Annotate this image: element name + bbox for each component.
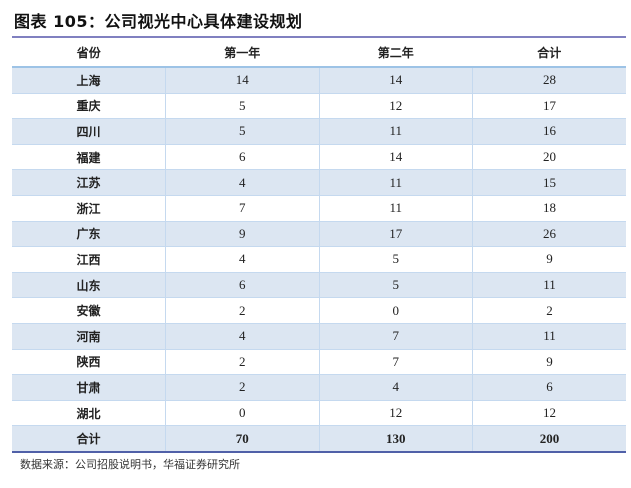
province-cell: 上海	[12, 66, 166, 94]
year2-cell: 12	[318, 399, 473, 426]
province-cell: 福建	[12, 143, 166, 170]
province-cell: 甘肃	[12, 374, 166, 401]
year2-cell: 0	[318, 297, 473, 324]
year1-cell: 6	[165, 143, 319, 170]
total-cell: 16	[472, 118, 626, 145]
header-province: 省份	[12, 38, 166, 68]
year1-cell: 5	[165, 92, 319, 119]
table-row: 重庆 5 12 17	[12, 92, 626, 119]
year1-cell: 4	[165, 169, 319, 196]
year2-cell: 11	[318, 118, 473, 145]
table-row: 山东 6 5 11	[12, 271, 626, 298]
header-year2: 第二年	[319, 38, 473, 68]
table-row: 陕西 2 7 9	[12, 348, 626, 375]
year2-cell: 11	[318, 169, 473, 196]
total-cell: 9	[472, 246, 626, 273]
year2-cell: 17	[318, 220, 473, 247]
table-row: 四川 5 11 16	[12, 118, 626, 145]
year2-cell: 7	[318, 322, 473, 350]
total-cell: 200	[472, 425, 626, 451]
province-cell: 合计	[12, 425, 166, 451]
year1-cell: 70	[165, 425, 319, 451]
province-cell: 四川	[12, 118, 166, 145]
total-cell: 9	[472, 348, 626, 375]
year1-cell: 7	[165, 194, 319, 222]
table-row: 上海 14 14 28	[12, 66, 626, 94]
table-row: 甘肃 2 4 6	[12, 374, 626, 401]
source-note: 数据来源：公司招股说明书，华福证券研究所	[20, 458, 240, 471]
province-cell: 浙江	[12, 194, 166, 222]
header-year1: 第一年	[165, 38, 319, 68]
province-cell: 广东	[12, 220, 166, 247]
province-cell: 重庆	[12, 92, 166, 119]
header-row: 省份 第一年 第二年 合计	[12, 38, 626, 68]
province-cell: 山东	[12, 271, 166, 298]
province-cell: 河南	[12, 322, 166, 350]
table-row: 江西 4 5 9	[12, 246, 626, 273]
table-row: 广东 9 17 26	[12, 220, 626, 247]
table-row: 福建 6 14 20	[12, 143, 626, 170]
year1-cell: 14	[165, 66, 319, 94]
total-cell: 17	[472, 92, 626, 119]
year2-cell: 11	[318, 194, 473, 222]
year2-cell: 4	[318, 374, 473, 401]
header-total: 合计	[472, 38, 626, 68]
total-cell: 28	[472, 66, 626, 94]
year1-cell: 4	[165, 246, 319, 273]
year2-cell: 12	[318, 92, 473, 119]
province-cell: 江苏	[12, 169, 166, 196]
table-title: 图表 105：公司视光中心具体建设规划	[14, 12, 303, 31]
total-cell: 11	[472, 322, 626, 350]
year2-cell: 5	[318, 271, 473, 298]
year1-cell: 0	[165, 399, 319, 426]
year2-cell: 14	[318, 143, 473, 170]
total-cell: 20	[472, 143, 626, 170]
table-row: 江苏 4 11 15	[12, 169, 626, 196]
year1-cell: 2	[165, 297, 319, 324]
total-row: 合计 70 130 200	[12, 425, 626, 451]
total-cell: 26	[472, 220, 626, 247]
year2-cell: 5	[318, 246, 473, 273]
table-row: 浙江 7 11 18	[12, 194, 626, 222]
year1-cell: 9	[165, 220, 319, 247]
year2-cell: 130	[318, 425, 473, 451]
total-cell: 15	[472, 169, 626, 196]
total-cell: 18	[472, 194, 626, 222]
total-cell: 6	[472, 374, 626, 401]
table-row: 河南 4 7 11	[12, 322, 626, 350]
table-row: 湖北 0 12 12	[12, 399, 626, 426]
year1-cell: 2	[165, 348, 319, 375]
year1-cell: 4	[165, 322, 319, 350]
total-cell: 2	[472, 297, 626, 324]
total-cell: 12	[472, 399, 626, 426]
province-cell: 江西	[12, 246, 166, 273]
province-cell: 安徽	[12, 297, 166, 324]
data-table: 省份 第一年 第二年 合计 上海 14 14 28 重庆 5 12 17 四川 5 11 16 福建 6 1…	[12, 36, 626, 453]
year2-cell: 14	[318, 66, 473, 94]
total-cell: 11	[472, 271, 626, 298]
year2-cell: 7	[318, 348, 473, 375]
year1-cell: 6	[165, 271, 319, 298]
province-cell: 陕西	[12, 348, 166, 375]
table-row: 安徽 2 0 2	[12, 297, 626, 324]
province-cell: 湖北	[12, 399, 166, 426]
year1-cell: 2	[165, 374, 319, 401]
year1-cell: 5	[165, 118, 319, 145]
